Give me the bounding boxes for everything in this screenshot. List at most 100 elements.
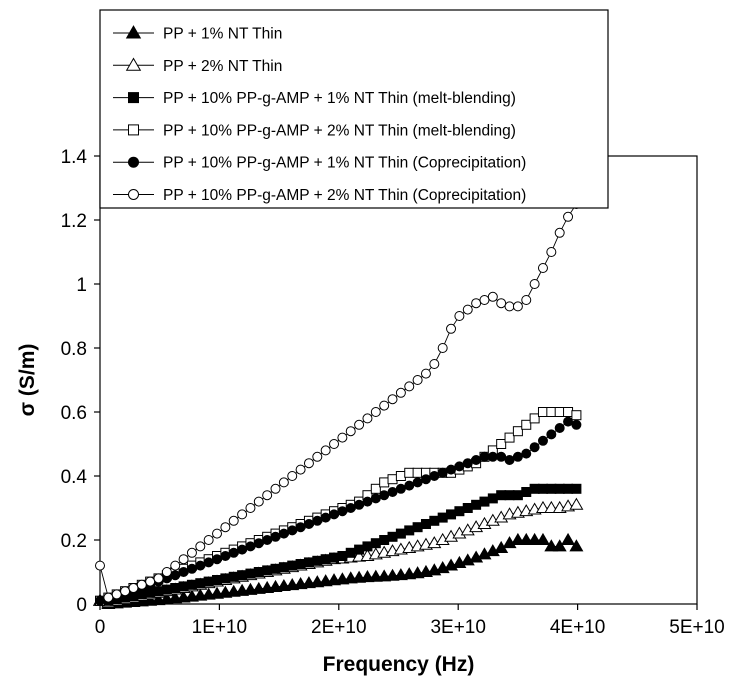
data-point — [395, 528, 406, 539]
data-point — [203, 535, 214, 545]
data-point — [412, 467, 423, 478]
data-point — [253, 496, 264, 507]
y-tick-label: 1.4 — [61, 147, 88, 168]
data-point — [512, 426, 523, 437]
x-tick-label: 2E+10 — [311, 617, 366, 638]
y-axis-title: σ (S/m) — [16, 344, 39, 417]
data-point — [262, 535, 273, 545]
data-point — [519, 532, 534, 545]
data-point — [521, 487, 532, 497]
data-point — [345, 547, 356, 558]
legend-item: PP + 1% NT Thin — [113, 25, 282, 43]
legend-label: PP + 10% PP-g-AMP + 1% NT Thin (melt-ble… — [163, 90, 516, 107]
legend-label: PP + 1% NT Thin — [163, 26, 282, 43]
data-point — [471, 298, 482, 309]
data-point — [186, 579, 197, 590]
data-point — [295, 464, 306, 475]
data-point — [571, 410, 582, 421]
data-point — [412, 522, 423, 533]
data-point — [337, 432, 348, 443]
data-point — [462, 304, 473, 315]
data-point — [312, 555, 323, 566]
data-point — [379, 490, 390, 501]
data-point — [337, 551, 348, 561]
y-tick-label: 1.2 — [61, 211, 87, 232]
legend-label: PP + 2% NT Thin — [163, 58, 282, 75]
data-point — [471, 499, 482, 510]
data-point — [462, 458, 473, 469]
data-point — [504, 301, 515, 312]
data-point — [270, 483, 281, 494]
data-point — [320, 512, 331, 523]
data-point — [569, 539, 584, 552]
x-tick-label: 1E+10 — [192, 617, 247, 638]
y-tick-label: 0.8 — [61, 339, 87, 360]
data-point — [287, 471, 298, 481]
data-point — [320, 445, 331, 456]
legend-label: PP + 10% PP-g-AMP + 1% NT Thin (Coprecip… — [163, 155, 526, 172]
x-tick-label: 3E+10 — [430, 617, 485, 638]
data-point — [212, 554, 223, 565]
data-point — [454, 506, 465, 517]
series-layer — [92, 199, 584, 609]
data-point — [529, 279, 540, 289]
data-point — [437, 512, 448, 523]
data-point — [496, 451, 507, 462]
legend-item: PP + 10% PP-g-AMP + 2% NT Thin (melt-ble… — [113, 122, 516, 139]
data-point — [521, 295, 532, 305]
y-axis-ticks: 0 0.2 0.4 0.6 0.8 1 1.2 1.4 — [61, 147, 100, 616]
data-point — [529, 442, 540, 453]
legend-marker — [125, 25, 142, 39]
data-point — [303, 557, 314, 568]
data-point — [103, 592, 114, 603]
data-point — [295, 559, 306, 569]
data-point — [554, 423, 565, 433]
data-point — [220, 551, 231, 561]
y-tick-label: 1 — [76, 275, 87, 296]
data-point — [178, 581, 189, 592]
data-point — [571, 483, 582, 494]
data-point — [535, 532, 550, 545]
data-point — [521, 419, 532, 430]
data-point — [412, 375, 423, 385]
legend-box — [99, 9, 609, 209]
data-point — [512, 490, 523, 501]
data-point — [420, 519, 431, 529]
series-line — [99, 203, 577, 599]
data-point — [95, 595, 105, 606]
data-point — [537, 407, 548, 417]
data-point — [228, 515, 239, 526]
data-point — [178, 554, 189, 565]
data-point — [510, 532, 525, 545]
data-point — [270, 531, 281, 542]
data-point — [278, 528, 289, 539]
data-point — [496, 490, 507, 501]
data-point — [379, 400, 390, 411]
data-point — [496, 439, 507, 449]
data-point — [337, 506, 348, 517]
data-point — [462, 503, 473, 513]
data-point — [228, 547, 239, 558]
data-point — [563, 483, 574, 494]
data-point — [153, 586, 164, 597]
data-point — [429, 515, 440, 526]
legend-marker — [128, 156, 139, 168]
data-point — [571, 419, 582, 430]
data-point — [178, 567, 189, 577]
data-point — [120, 586, 131, 597]
legend-label: PP + 10% PP-g-AMP + 2% NT Thin (Coprecip… — [163, 187, 526, 204]
data-point — [537, 483, 548, 494]
legend-marker — [125, 57, 142, 71]
data-point — [153, 573, 164, 584]
data-point — [287, 525, 298, 536]
data-point — [237, 544, 248, 555]
data-point — [329, 439, 340, 449]
data-point — [561, 532, 576, 545]
data-point — [387, 474, 398, 485]
data-point — [535, 500, 550, 513]
data-point — [212, 528, 223, 539]
data-point — [212, 575, 223, 585]
legend-marker — [128, 189, 139, 200]
data-point — [245, 503, 256, 513]
